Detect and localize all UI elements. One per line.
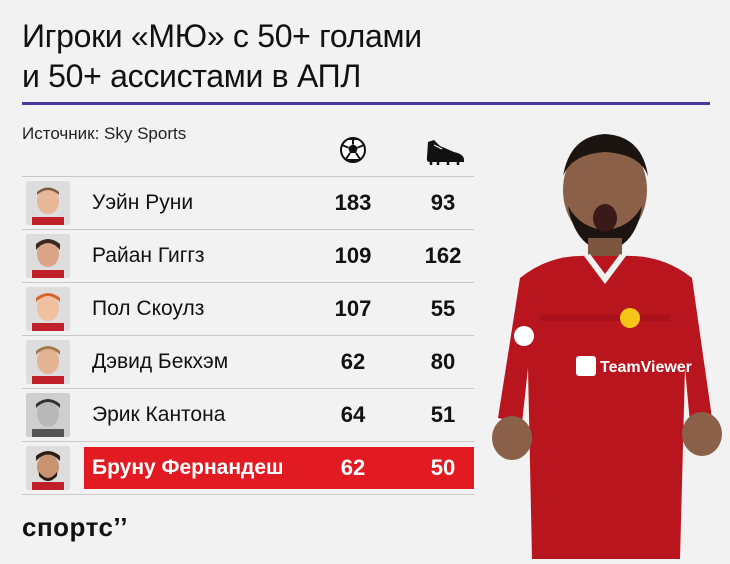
goals-value: 62 bbox=[340, 349, 366, 374]
avatar bbox=[26, 287, 70, 331]
title-line-1: Игроки «МЮ» с 50+ голами bbox=[22, 18, 422, 54]
player-name: Райан Гиггз bbox=[92, 244, 205, 267]
goals-value: 109 bbox=[334, 243, 372, 268]
player-name: Пол Скоулз bbox=[92, 297, 205, 320]
page-title: Игроки «МЮ» с 50+ голами и 50+ ассистами… bbox=[22, 16, 712, 96]
table-row: Дэвид Бекхэм 62 80 bbox=[22, 335, 474, 388]
title-divider bbox=[22, 102, 710, 105]
title-line-2: и 50+ ассистами в АПЛ bbox=[22, 58, 362, 94]
assists-value: 80 bbox=[430, 349, 456, 374]
goals-value: 183 bbox=[334, 190, 372, 215]
assists-value: 162 bbox=[424, 243, 462, 268]
avatar bbox=[26, 234, 70, 278]
table-row-highlighted: Бруну Фернандеш 62 50 bbox=[22, 441, 474, 495]
assists-value: 55 bbox=[430, 296, 456, 321]
goals-value: 107 bbox=[334, 296, 372, 321]
assists-value: 93 bbox=[430, 190, 456, 215]
assists-value: 51 bbox=[430, 402, 456, 427]
boot-icon bbox=[424, 132, 464, 168]
player-name: Эрик Кантона bbox=[92, 403, 226, 426]
highlight-bar bbox=[84, 447, 474, 489]
avatar bbox=[26, 340, 70, 384]
player-name: Уэйн Руни bbox=[92, 191, 194, 214]
table-row: Пол Скоулз 107 55 bbox=[22, 282, 474, 335]
avatar bbox=[26, 446, 70, 490]
player-photo: TeamViewer bbox=[480, 118, 730, 559]
goals-value: 64 bbox=[340, 402, 366, 427]
football-icon bbox=[333, 132, 373, 168]
avatar bbox=[26, 393, 70, 437]
avatar bbox=[26, 181, 70, 225]
assists-value: 50 bbox=[430, 455, 456, 480]
table-row: Уэйн Руни 183 93 bbox=[22, 176, 474, 229]
brand-logo: спортс’’ bbox=[22, 512, 128, 542]
shirt-sponsor-text: TeamViewer bbox=[600, 359, 692, 376]
goals-value: 62 bbox=[340, 455, 366, 480]
table-row: Эрик Кантона 64 51 bbox=[22, 388, 474, 441]
player-name: Дэвид Бекхэм bbox=[92, 350, 229, 373]
table-row: Райан Гиггз 109 162 bbox=[22, 229, 474, 282]
source-label: Источник: Sky Sports bbox=[22, 124, 187, 143]
players-table: Уэйн Руни 183 93 Райан Гиггз 109 162 Пол… bbox=[22, 176, 474, 495]
player-name: Бруну Фернандеш bbox=[92, 456, 284, 479]
